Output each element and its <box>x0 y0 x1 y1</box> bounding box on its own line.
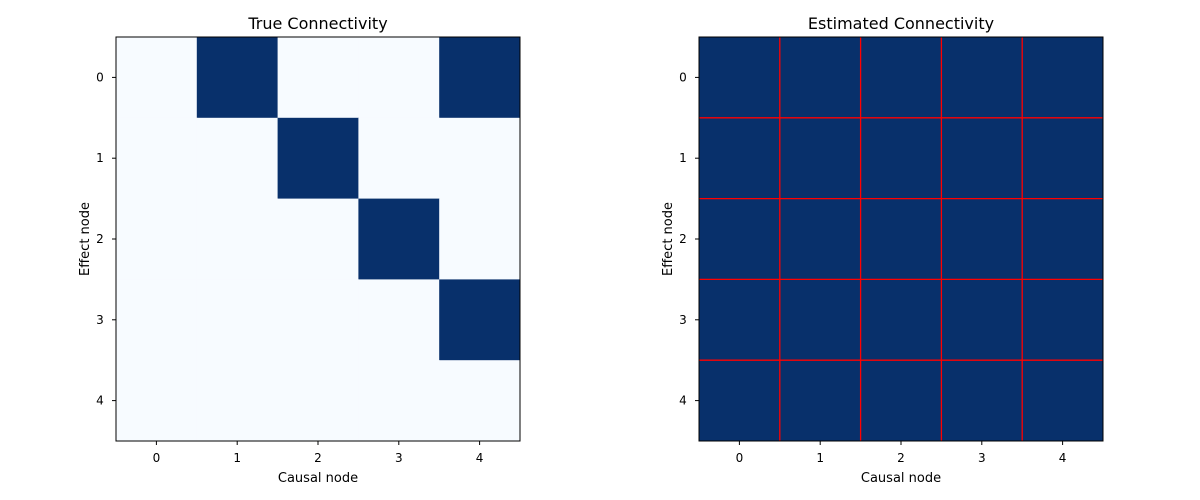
y-axis-label: Effect node <box>661 202 676 276</box>
y-tick-label: 4 <box>96 394 104 408</box>
heatmap-cell <box>941 37 1023 119</box>
heatmap-cell <box>779 279 862 361</box>
y-tick-label: 4 <box>679 394 687 408</box>
x-tick-label: 0 <box>153 451 161 465</box>
chart-title: True Connectivity <box>247 14 387 33</box>
heatmap-cell <box>941 360 1023 442</box>
heatmap-cell <box>116 279 198 361</box>
heatmap-cell <box>941 198 1023 280</box>
heatmap-cell <box>116 198 198 280</box>
y-tick-label: 1 <box>96 151 104 165</box>
x-tick-label: 3 <box>395 451 403 465</box>
heatmap-cell <box>277 360 359 442</box>
chart-title: Estimated Connectivity <box>808 14 994 33</box>
heatmap-cell <box>779 37 862 119</box>
y-tick-label: 0 <box>96 70 104 84</box>
heatmap-cell <box>358 198 440 280</box>
heatmap-cell <box>439 279 521 361</box>
heatmap-cell <box>116 360 198 442</box>
heatmap-cell <box>116 37 198 119</box>
y-tick-label: 2 <box>96 232 104 246</box>
heatmap-cell <box>699 198 781 280</box>
x-tick-label: 4 <box>476 451 484 465</box>
heatmap-cell <box>196 198 279 280</box>
y-tick-label: 0 <box>679 70 687 84</box>
true-connectivity-panel: True Connectivity Causal node Effect nod… <box>78 14 521 486</box>
heatmap-cell <box>277 117 359 200</box>
y-tick-label: 3 <box>96 313 104 327</box>
heatmap-cell <box>860 37 942 119</box>
heatmap-cell <box>439 37 521 119</box>
heatmap-cell <box>941 279 1023 361</box>
heatmap-cell <box>699 279 781 361</box>
y-axis-label: Effect node <box>78 202 93 276</box>
heatmap-cell <box>1022 360 1104 442</box>
heatmap-cell <box>860 198 942 280</box>
heatmap-cell <box>1022 37 1104 119</box>
heatmap-cell <box>860 117 942 200</box>
heatmap-cell <box>439 198 521 280</box>
heatmap-cell <box>1022 279 1104 361</box>
heatmap-cell <box>358 360 440 442</box>
x-tick-label: 0 <box>736 451 744 465</box>
x-axis-label: Causal node <box>278 471 358 486</box>
heatmap-cell <box>439 117 521 200</box>
heatmap-cell <box>196 360 279 442</box>
heatmap-cell <box>439 360 521 442</box>
heatmap-cell <box>358 279 440 361</box>
x-tick-label: 2 <box>897 451 905 465</box>
heatmap-cell <box>1022 117 1104 200</box>
y-tick-label: 2 <box>679 232 687 246</box>
y-tick-label: 1 <box>679 151 687 165</box>
x-tick-label: 2 <box>314 451 322 465</box>
x-tick-label: 4 <box>1059 451 1067 465</box>
heatmap-cell <box>779 117 862 200</box>
heatmap-cell <box>116 117 198 200</box>
x-tick-label: 3 <box>978 451 986 465</box>
heatmap-cell <box>196 279 279 361</box>
estimated-connectivity-panel: Estimated Connectivity Causal node Effec… <box>661 14 1104 486</box>
heatmap-cell <box>1022 198 1104 280</box>
x-axis-label: Causal node <box>861 471 941 486</box>
heatmap-cell <box>779 360 862 442</box>
x-tick-label: 1 <box>816 451 824 465</box>
heatmap-cell <box>196 117 279 200</box>
x-tick-label: 1 <box>233 451 241 465</box>
heatmap-cell <box>358 117 440 200</box>
heatmap-cell <box>860 360 942 442</box>
heatmap-cell <box>277 37 359 119</box>
heatmap-cell <box>358 37 440 119</box>
heatmap-cell <box>277 198 359 280</box>
heatmap-cell <box>779 198 862 280</box>
heatmap-cell <box>860 279 942 361</box>
heatmap-cell <box>277 279 359 361</box>
heatmap-cell <box>941 117 1023 200</box>
heatmap-cell <box>699 117 781 200</box>
heatmap-cell <box>699 37 781 119</box>
heatmap-cell <box>699 360 781 442</box>
y-tick-label: 3 <box>679 313 687 327</box>
heatmap-cell <box>196 37 279 119</box>
